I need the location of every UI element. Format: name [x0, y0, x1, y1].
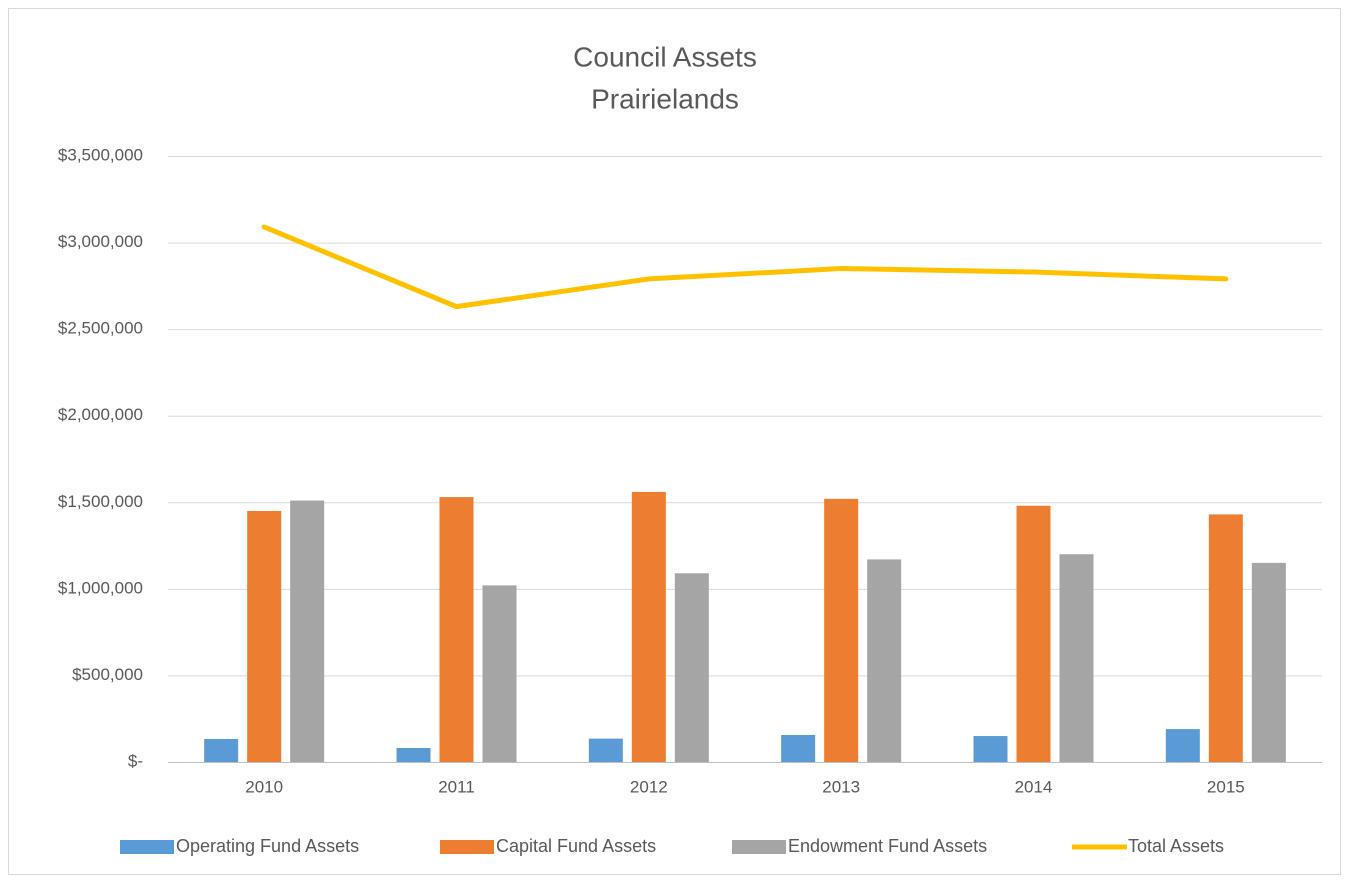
y-tick-label: $3,000,000	[58, 232, 143, 251]
bar	[867, 559, 902, 762]
y-tick-label: $-	[128, 751, 143, 770]
bar	[1208, 514, 1243, 762]
y-tick-label: $2,500,000	[58, 319, 143, 338]
y-tick-label: $3,500,000	[58, 145, 143, 164]
y-tick-label: $2,000,000	[58, 405, 143, 424]
legend-swatch	[732, 840, 786, 854]
bar	[247, 510, 282, 762]
chart-frame	[8, 8, 1341, 875]
y-tick-label: $1,000,000	[58, 578, 143, 597]
x-tick-label: 2012	[630, 777, 668, 796]
legend-swatch	[120, 840, 174, 854]
legend-label: Capital Fund Assets	[496, 836, 656, 856]
bar	[1016, 505, 1051, 762]
x-tick-label: 2010	[245, 777, 283, 796]
bar	[1251, 562, 1286, 762]
bar	[674, 573, 709, 762]
legend-label: Endowment Fund Assets	[788, 836, 987, 856]
y-tick-label: $500,000	[72, 665, 143, 684]
x-tick-label: 2015	[1207, 777, 1245, 796]
y-tick-label: $1,500,000	[58, 492, 143, 511]
bar	[973, 736, 1008, 762]
x-tick-label: 2011	[438, 777, 475, 796]
bar	[290, 500, 325, 762]
line-series	[261, 224, 1229, 310]
legend-label: Total Assets	[1128, 836, 1224, 856]
legend-label: Operating Fund Assets	[176, 836, 359, 856]
chart-title: Council Assets	[573, 41, 757, 72]
bar	[824, 498, 859, 762]
bar	[204, 738, 239, 762]
bar	[396, 747, 431, 762]
bar	[1165, 729, 1200, 762]
bar	[482, 585, 517, 762]
bar	[588, 738, 623, 762]
x-tick-label: 2014	[1015, 777, 1053, 796]
x-tick-label: 2013	[822, 777, 860, 796]
bar	[1059, 554, 1094, 762]
bar	[631, 491, 666, 762]
chart-subtitle: Prairielands	[591, 83, 739, 114]
bar	[439, 497, 474, 762]
bar	[781, 734, 816, 762]
legend-swatch	[440, 840, 494, 854]
